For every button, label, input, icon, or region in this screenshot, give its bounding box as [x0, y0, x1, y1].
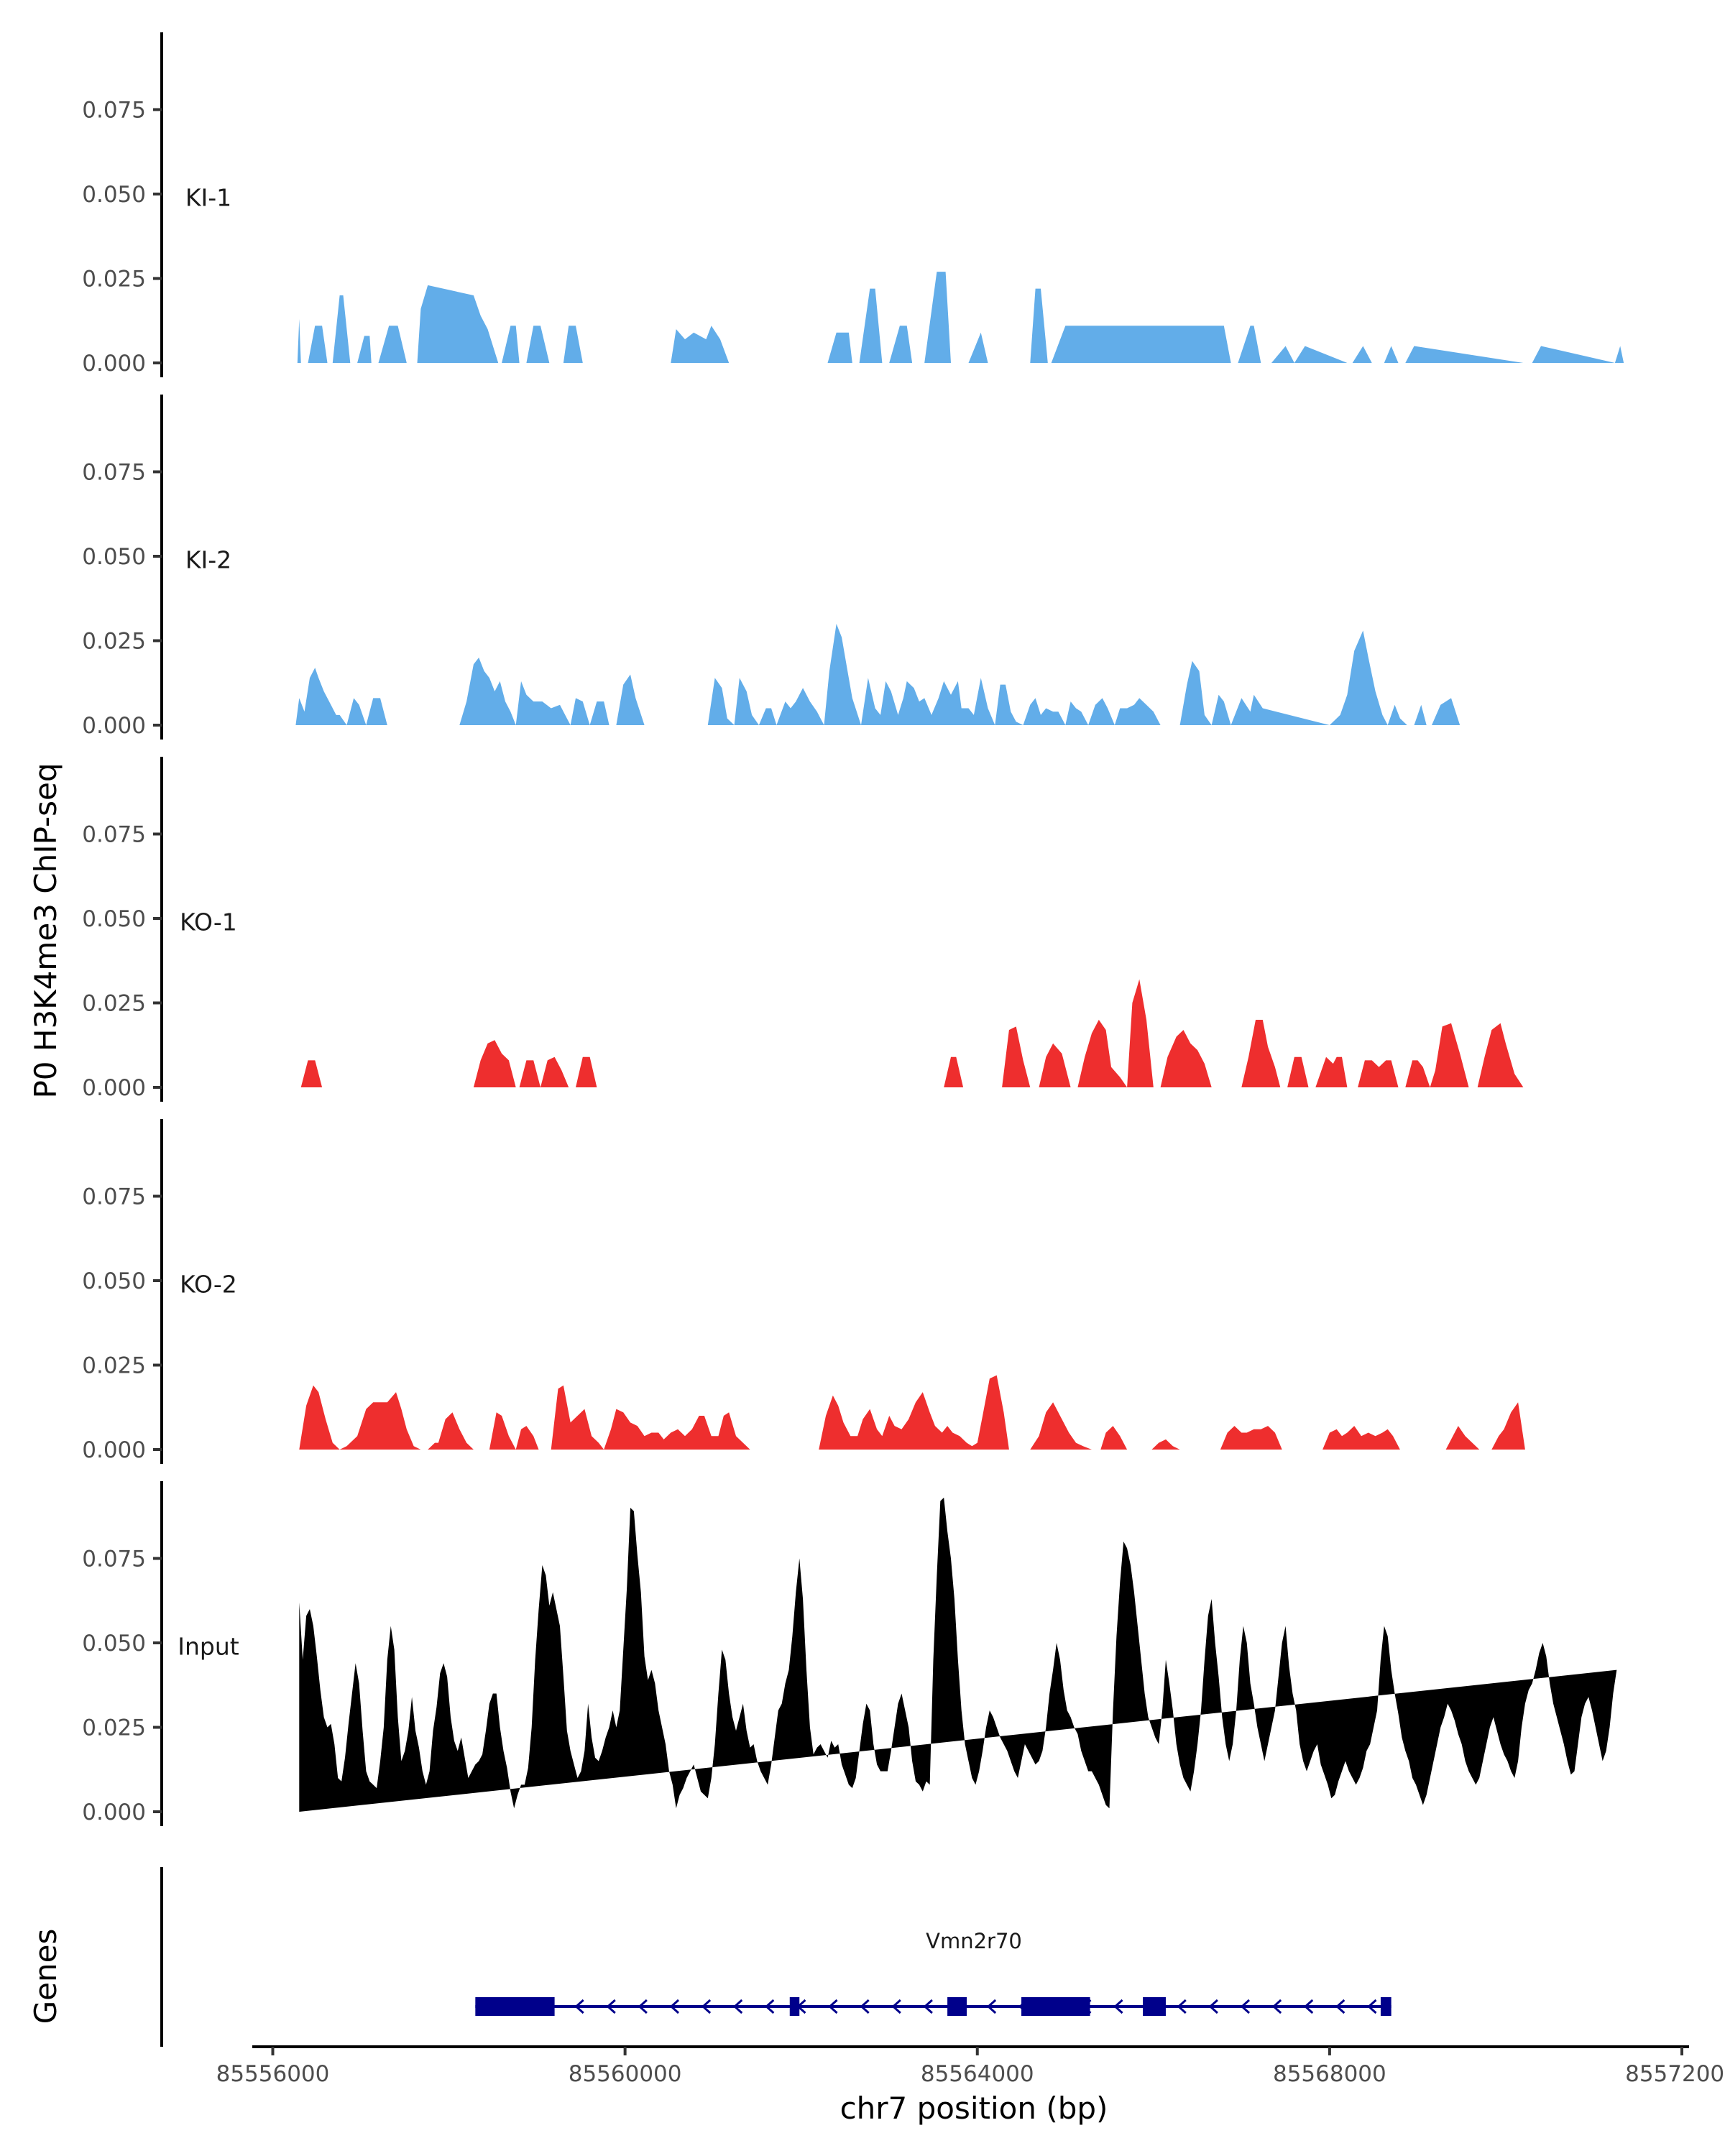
strand-arrow [1304, 1999, 1314, 2014]
x-tick-label: 85564000 [921, 2061, 1034, 2087]
strand-arrow [1177, 1999, 1187, 2014]
track-label: KO-1 [180, 908, 237, 936]
strand-arrow [860, 1999, 870, 2014]
y-tick-label: 0.025 [82, 991, 146, 1017]
strand-arrow [986, 1999, 997, 2014]
y-tick-label: 0.075 [82, 1184, 146, 1210]
gene-exon [1143, 1997, 1166, 2016]
track-ki-2: 0.000 0.025 0.050 0.075 KI-2 [82, 395, 1601, 740]
y-tick-label: 0.025 [82, 267, 146, 292]
y-tick-label: 0.075 [82, 460, 146, 486]
x-tick-label: 85568000 [1273, 2061, 1386, 2087]
strand-arrow [574, 1999, 584, 2014]
tracks-layer: 0.0000.0250.0500.075KI-10.0000.0250.0500… [82, 32, 1624, 1826]
y-tick-label: 0.050 [82, 182, 146, 208]
strand-arrow [701, 1999, 712, 2014]
track-ki-1: 0.000 0.025 0.050 0.075 KI-1 [82, 32, 1624, 377]
coverage-area-input [299, 1497, 1617, 1812]
y-tick-label: 0.025 [82, 629, 146, 655]
y-tick-label: 0.000 [82, 713, 146, 739]
strand-arrow [828, 1999, 838, 2014]
strand-arrow [891, 1999, 901, 2014]
genes-axis-title: Genes [28, 1929, 63, 2024]
y-tick-label: 0.000 [82, 1800, 146, 1825]
strand-arrow [733, 1999, 743, 2014]
y-tick-label: 0.000 [82, 351, 146, 377]
strand-arrow [1240, 1999, 1251, 2014]
gene-exon [475, 1997, 555, 2016]
y-tick-label: 0.050 [82, 1268, 146, 1294]
track-label: KI-2 [185, 545, 231, 573]
x-axis: 85556000 85560000 85564000 85568000 85572000 [216, 2045, 1725, 2087]
strand-arrow [606, 1999, 616, 2014]
y-tick-label: 0.025 [82, 1353, 146, 1379]
y-tick-label: 0.050 [82, 544, 146, 570]
strand-arrow [765, 1999, 775, 2014]
track-ko-2: 0.000 0.025 0.050 0.075 KO-2 [82, 1119, 1525, 1464]
gene-name-label: Vmn2r70 [926, 1929, 1022, 1953]
strand-arrow [669, 1999, 680, 2014]
y-tick-label: 0.075 [82, 1547, 146, 1572]
x-tick-label: 85560000 [569, 2061, 682, 2087]
x-tick-label: 85556000 [216, 2061, 330, 2087]
y-tick-label: 0.025 [82, 1715, 146, 1741]
track-ko-1: 0.000 0.025 0.050 0.075 KO-1 [82, 757, 1570, 1102]
y-tick-label: 0.075 [82, 98, 146, 124]
strand-arrow [638, 1999, 648, 2014]
track-label: KI-1 [185, 183, 231, 211]
x-tick-label: 85572000 [1625, 2061, 1725, 2087]
y-tick-label: 0.000 [82, 1437, 146, 1463]
track-input: 0.000 0.025 0.050 0.075 Input [82, 1481, 1617, 1826]
coverage-area-ki-2 [295, 624, 1601, 725]
gene-exon [1380, 1997, 1392, 2016]
gene-exon [1021, 1997, 1090, 2016]
strand-arrow [1367, 1999, 1377, 2014]
coverage-area-ki-1 [297, 272, 1624, 363]
track-label: KO-2 [180, 1270, 237, 1298]
strand-arrow [1335, 1999, 1346, 2014]
coverage-area-ko-2 [299, 1375, 1525, 1450]
x-axis-title: chr7 position (bp) [840, 2091, 1108, 2126]
coverage-area-ko-1 [300, 979, 1570, 1087]
strand-arrow [923, 1999, 933, 2014]
y-tick-label: 0.050 [82, 1631, 146, 1657]
gene-exon [789, 1997, 800, 2016]
gene-exon [947, 1997, 967, 2016]
y-axis-title: P0 H3K4me3 ChIP-seq [28, 763, 63, 1098]
strand-arrow [1271, 1999, 1282, 2014]
genes-track: Vmn2r70 [160, 1867, 1392, 2047]
strand-arrow [1113, 1999, 1123, 2014]
strand-arrow [1208, 1999, 1218, 2014]
y-tick-label: 0.075 [82, 822, 146, 848]
y-tick-label: 0.050 [82, 906, 146, 932]
track-label: Input [178, 1632, 239, 1660]
y-tick-label: 0.000 [82, 1075, 146, 1101]
